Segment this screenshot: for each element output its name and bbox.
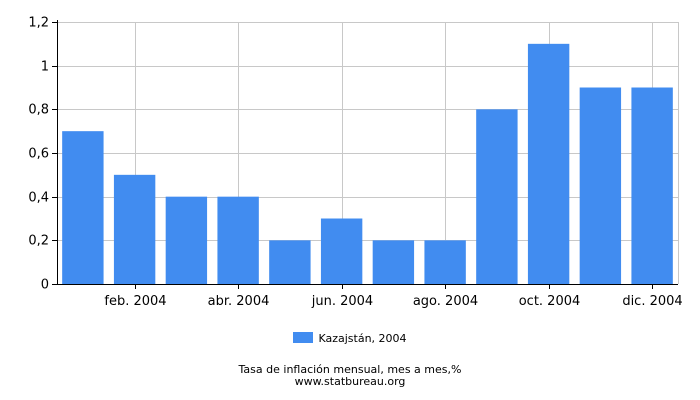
bar xyxy=(165,196,208,284)
bar xyxy=(113,174,156,284)
bar xyxy=(217,196,259,284)
y-tick-label: 0,4 xyxy=(28,191,49,206)
y-tick-label: 1 xyxy=(41,60,49,75)
x-tick-label: jun. 2004 xyxy=(311,294,373,309)
bar xyxy=(579,87,622,284)
x-tick-label: feb. 2004 xyxy=(104,294,166,309)
inflation-bar-chart: 0 0,2 0,4 0,6 0,8 1 1,2 feb. 2004 abr. 2004 jun.… xyxy=(28,16,683,310)
y-tick-label: 0,6 xyxy=(28,147,49,162)
bar xyxy=(527,43,570,284)
source-label: www.statbureau.org xyxy=(294,375,406,388)
y-tick-label: 1,2 xyxy=(28,16,49,31)
x-tick-label: abr. 2004 xyxy=(208,294,270,309)
bar xyxy=(320,218,363,284)
y-tick-label: 0,8 xyxy=(28,103,49,118)
y-tick-label: 0 xyxy=(41,278,49,293)
legend-label: Kazajstán, 2004 xyxy=(318,332,407,345)
x-tick-label: oct. 2004 xyxy=(519,294,581,309)
y-axis-ticks: 0 0,2 0,4 0,6 0,8 1 1,2 xyxy=(28,16,57,293)
x-axis-ticks: feb. 2004 abr. 2004 jun. 2004 ago. 2004 oct.… xyxy=(104,284,683,309)
bar xyxy=(269,240,311,284)
axes xyxy=(57,20,678,285)
bar xyxy=(62,131,104,284)
legend: Kazajstán, 2004 xyxy=(0,332,700,345)
y-tick-label: 0,2 xyxy=(28,234,49,249)
chart-caption: Tasa de inflación mensual, mes a mes,% w… xyxy=(0,364,700,388)
x-tick-label: dic. 2004 xyxy=(622,294,682,309)
bar xyxy=(631,87,673,284)
bars xyxy=(62,43,673,284)
legend-swatch xyxy=(293,332,314,343)
bar xyxy=(476,109,518,284)
chart-title: Tasa de inflación mensual, mes a mes,% xyxy=(238,363,462,376)
bar xyxy=(424,240,466,284)
x-tick-label: ago. 2004 xyxy=(413,294,478,309)
bar xyxy=(372,240,415,284)
